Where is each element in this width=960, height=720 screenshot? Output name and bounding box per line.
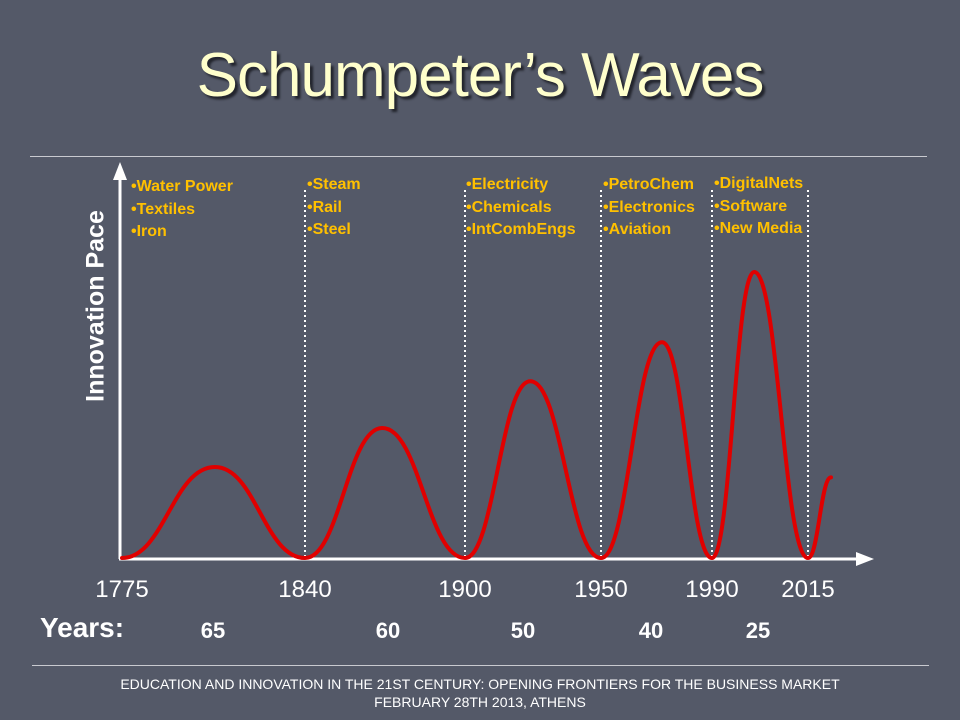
bottom-divider-line: [32, 665, 929, 666]
wave2-tech-3: •Steel: [307, 221, 351, 238]
y-axis-arrowhead: [113, 162, 127, 180]
wave4-tech-1: •PetroChem: [603, 176, 694, 193]
wave2-tech-2: •Rail: [307, 198, 342, 216]
wave3-technologies: •Electricity •Chemicals •IntCombEngs: [466, 174, 576, 242]
x-tick-1840: 1840: [278, 576, 332, 603]
wave5-technologies: •DigitalNets •Software •New Media: [714, 173, 803, 241]
duration-wave1: 65: [200, 618, 226, 643]
y-axis-label: Innovation Pace: [81, 210, 110, 402]
footer-line-2: FEBRUARY 28TH 2013, ATHENS: [374, 694, 586, 710]
footer-line-1: EDUCATION AND INNOVATION IN THE 21ST CEN…: [120, 676, 840, 692]
wave3-tech-3: •IntCombEngs: [466, 221, 576, 238]
wave1-tech-2: •Textiles: [131, 200, 195, 218]
wave1-tech-3: •Iron: [131, 223, 167, 240]
x-tick-1775: 1775: [95, 576, 149, 603]
slide-title: Schumpeter’s Waves: [196, 41, 765, 110]
wave4-tech-3: •Aviation: [603, 221, 672, 238]
x-axis-arrowhead: [856, 552, 874, 566]
x-tick-1900: 1900: [438, 576, 492, 603]
wave1-technologies: •Water Power •Textiles •Iron: [131, 176, 233, 244]
years-label: Years:: [40, 612, 125, 643]
wave3-tech-2: •Chemicals: [466, 198, 552, 216]
innovation-wave-curve: [120, 270, 833, 560]
wave5-tech-1: •DigitalNets: [714, 175, 804, 192]
wave2-tech-1: •Steam: [307, 176, 361, 193]
x-tick-2015: 2015: [781, 576, 835, 603]
wave3-tech-1: •Electricity: [466, 176, 549, 193]
wave4-tech-2: •Electronics: [603, 198, 695, 216]
top-divider-line: [30, 156, 927, 157]
duration-wave4: 40: [638, 618, 664, 643]
wave2-technologies: •Steam •Rail •Steel: [307, 174, 361, 242]
wave5-tech-3: •New Media: [714, 220, 803, 237]
wave4-technologies: •PetroChem •Electronics •Aviation: [603, 174, 695, 242]
duration-wave3: 50: [510, 618, 536, 643]
duration-wave5: 25: [745, 618, 771, 643]
duration-wave2: 60: [375, 618, 401, 643]
x-tick-1990: 1990: [685, 576, 739, 603]
wave5-tech-2: •Software: [714, 197, 788, 215]
x-tick-1950: 1950: [574, 576, 628, 603]
wave1-tech-1: •Water Power: [131, 178, 233, 195]
footer: EDUCATION AND INNOVATION IN THE 21ST CEN…: [0, 675, 960, 711]
